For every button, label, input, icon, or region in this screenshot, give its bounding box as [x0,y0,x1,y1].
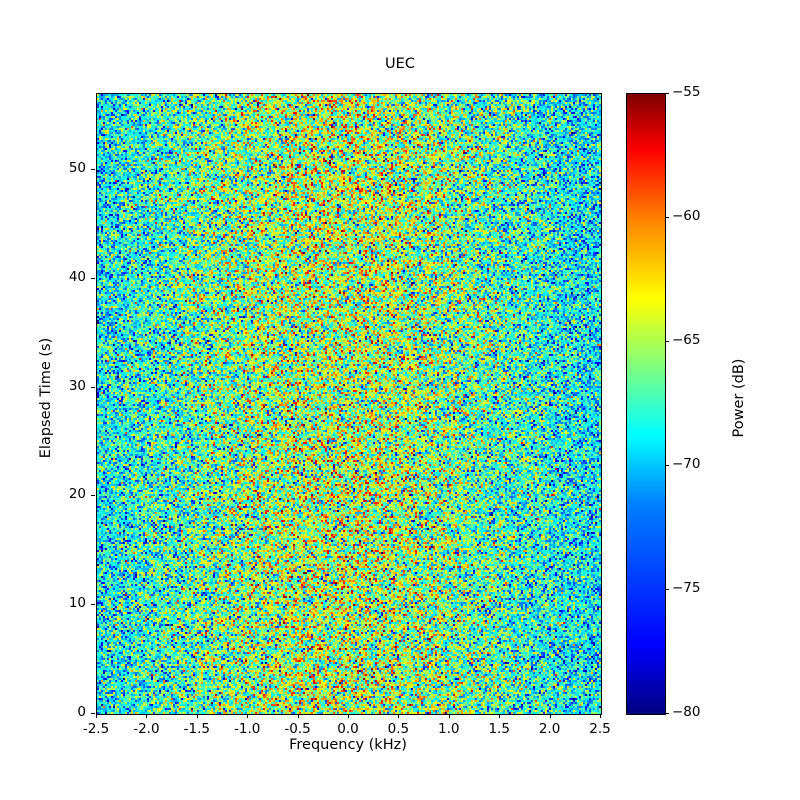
x-axis-tick-label: -1.5 [183,721,210,737]
colorbar-gradient [627,94,665,714]
y-axis-tick-label: 30 [68,377,86,394]
colorbar [626,93,666,715]
x-axis-tick [550,714,551,718]
x-axis-tick [146,714,147,718]
x-axis-tick-label: 2.0 [538,721,561,737]
x-axis-tick-label: -2.5 [82,721,110,737]
colorbar-tick [665,589,669,590]
y-axis-tick-label: 0 [77,704,86,720]
colorbar-tick-label: −70 [672,456,701,472]
x-axis-tick-label: 0.0 [337,721,359,737]
x-axis-tick-label: 1.0 [438,721,460,737]
y-axis-tick-label: 20 [68,486,86,503]
colorbar-tick-label: −55 [672,84,701,100]
x-axis-tick [398,714,399,718]
colorbar-tick [665,465,669,466]
x-axis-tick [197,714,198,718]
y-axis-tick [91,169,95,170]
y-axis-tick [91,604,95,605]
y-axis-label: Elapsed Time (s) [38,337,54,459]
colorbar-tick [665,93,669,94]
y-axis-tick-label: 10 [68,595,86,612]
x-axis-tick [348,714,349,718]
colorbar-tick [665,217,669,218]
x-axis-label: Frequency (kHz) [289,737,407,753]
x-axis-tick-label: 0.5 [387,721,410,737]
y-axis-tick [91,387,95,388]
x-axis-tick [298,714,299,718]
x-axis-tick [449,714,450,718]
colorbar-tick-label: −60 [672,208,701,224]
y-axis-tick [91,495,95,496]
x-axis-tick [499,714,500,718]
spectrogram-image [97,94,601,714]
colorbar-tick-label: −65 [672,332,701,348]
spectrogram-plot-area [96,93,602,715]
x-axis-tick-label: -2.0 [133,721,160,737]
y-axis-tick-label: 40 [68,268,86,285]
x-axis-tick-label: -1.0 [234,721,261,737]
colorbar-tick [665,713,669,714]
colorbar-tick-label: −80 [672,704,701,720]
x-axis-tick [247,714,248,718]
x-axis-tick-label: 1.5 [488,721,510,737]
x-axis-tick-label: -0.5 [284,721,311,737]
page-title: UEC [385,56,415,72]
x-axis-tick [96,714,97,718]
x-axis-tick [600,714,601,718]
colorbar-tick-label: −75 [672,580,701,596]
x-axis-tick-label: 2.5 [589,721,611,737]
colorbar-label: Power (dB) [731,358,747,438]
y-axis-tick [91,713,95,714]
y-axis-tick-label: 50 [68,160,86,177]
colorbar-tick [665,341,669,342]
y-axis-tick [91,278,95,279]
